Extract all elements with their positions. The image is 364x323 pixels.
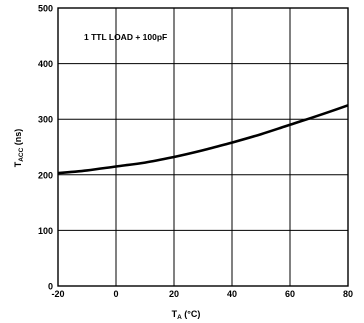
y-tick-label: 400 (38, 59, 53, 69)
x-tick-label: 0 (113, 289, 118, 299)
y-tick-label: 200 (38, 170, 53, 180)
plot-frame (57, 7, 349, 287)
series-line (57, 104, 349, 175)
x-tick-label: 60 (285, 289, 295, 299)
y-tick-label: 300 (38, 115, 53, 125)
x-tick-label: 20 (169, 289, 179, 299)
y-tick-label: 100 (38, 226, 53, 236)
y-tick-label: 500 (38, 4, 53, 14)
x-tick-label: 80 (343, 289, 353, 299)
grid (57, 7, 349, 287)
y-tick-label: 0 (48, 282, 53, 292)
x-tick-label: 40 (227, 289, 237, 299)
x-tick-label: -20 (51, 289, 64, 299)
y-axis-label: TACC (ns) (13, 129, 25, 168)
load-annotation: 1 TTL LOAD + 100pF (84, 32, 167, 42)
x-axis-label: TA (°C) (172, 309, 201, 321)
